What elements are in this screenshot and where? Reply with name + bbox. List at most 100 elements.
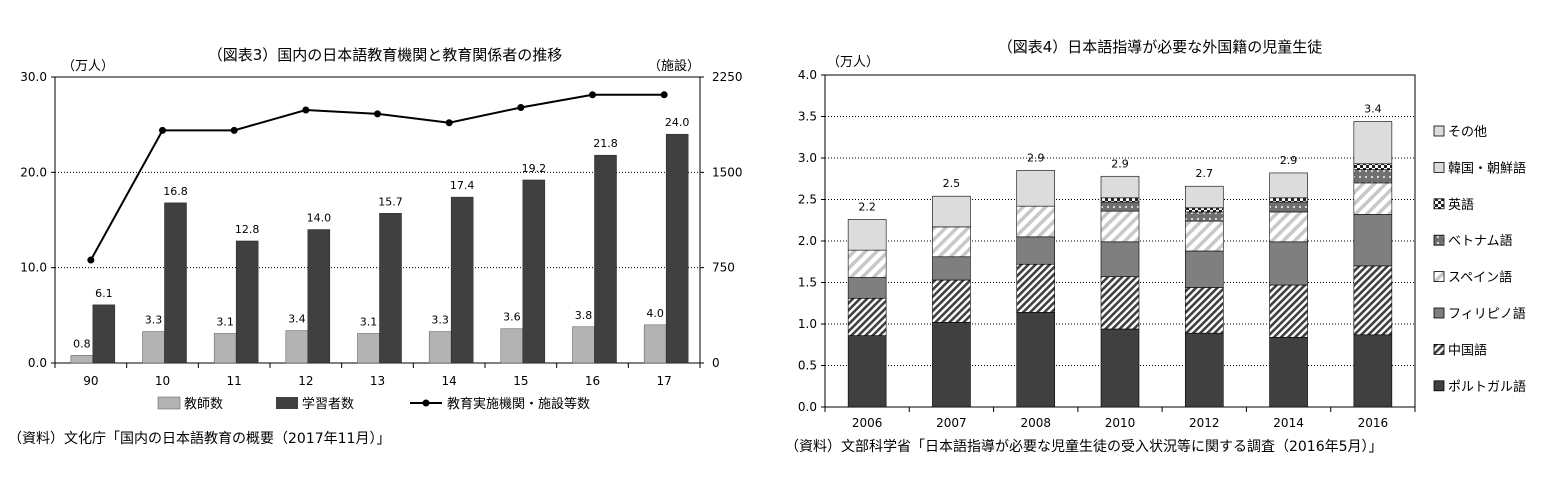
- legend-swatch-teachers: [157, 396, 181, 410]
- bar-segment: [1269, 211, 1308, 243]
- bar-learners: [665, 133, 689, 364]
- data-label-teachers: 3.8: [575, 309, 593, 322]
- bar-teachers: [357, 333, 380, 364]
- data-label-learners: 6.1: [95, 287, 113, 300]
- bar-segment: [932, 279, 971, 323]
- x-tick-label: 2010: [1105, 416, 1136, 430]
- y-right-tick-label: 2250: [712, 70, 743, 84]
- bar-segment: [1353, 214, 1393, 267]
- bar-segment: [1353, 121, 1393, 165]
- line-point-institutions: [374, 110, 381, 118]
- y-tick-label: 4.0: [798, 68, 817, 82]
- source-note: （資料）文部科学省「日本語指導が必要な児童生徒の受入状況等に関する調査（2016…: [785, 439, 1383, 455]
- line-point-institutions: [230, 126, 238, 134]
- bar-segment: [1269, 336, 1308, 408]
- bar-learners: [379, 213, 402, 364]
- legend-label-teachers: 教師数: [184, 396, 223, 412]
- total-label: 2.9: [1111, 157, 1129, 170]
- legend-swatch: [1433, 271, 1445, 283]
- line-point-institutions: [87, 256, 95, 264]
- legend-label: フィリピノ語: [1448, 306, 1526, 322]
- bar-segment: [932, 195, 971, 228]
- bar-segment: [1184, 287, 1224, 334]
- bar-teachers: [213, 333, 237, 364]
- bar-teachers: [500, 328, 524, 364]
- bar-segment: [1100, 276, 1140, 330]
- bar-learners: [450, 196, 474, 364]
- y-right-tick-label: 1500: [712, 165, 743, 179]
- bar-segment: [1100, 175, 1140, 199]
- y-tick-label: 1.5: [798, 276, 817, 290]
- total-label: 2.7: [1196, 167, 1214, 180]
- bar-segment: [1016, 205, 1056, 238]
- bar-segment: [1269, 284, 1308, 338]
- total-label: 2.9: [1280, 154, 1298, 167]
- line-point-institutions: [302, 106, 310, 114]
- bar-teachers: [643, 324, 667, 364]
- bar-segment: [1100, 210, 1140, 243]
- legend-marker-institutions: [422, 399, 430, 407]
- x-tick-label: 2008: [1020, 416, 1051, 430]
- y-tick-label: 3.5: [798, 110, 817, 124]
- data-label-teachers: 3.3: [145, 314, 163, 327]
- line-point-institutions: [589, 91, 596, 99]
- bar-learners: [307, 229, 331, 364]
- data-label-learners: 14.0: [307, 212, 332, 225]
- y-left-tick-label: 20.0: [20, 165, 47, 179]
- x-tick-label: 16: [585, 374, 600, 388]
- bar-teachers: [142, 331, 165, 364]
- source-note: （資料）文化庁「国内の日本語教育の概要（2017年11月）」: [8, 431, 391, 447]
- y-tick-label: 0.5: [798, 359, 817, 373]
- x-tick-label: 10: [155, 374, 170, 388]
- y-right-tick-label: 750: [712, 261, 735, 275]
- data-label-teachers: 3.3: [431, 314, 449, 327]
- legend-swatch: [1433, 198, 1445, 210]
- legend-swatch: [1433, 234, 1445, 246]
- legend-label: ポルトガル語: [1448, 379, 1526, 395]
- bar-segment: [1100, 201, 1140, 212]
- line-point-institutions: [159, 126, 166, 134]
- legend-label: 中国語: [1448, 342, 1487, 358]
- line-point-institutions: [445, 119, 453, 127]
- bar-line-chart: （図表3）国内の日本語教育機関と教育関係者の推移 （万人） （施設） 0.0 10.0 2…: [20, 46, 743, 412]
- legend-swatch: [1433, 161, 1445, 173]
- x-tick-label: 2014: [1273, 416, 1304, 430]
- bar-segment: [847, 219, 887, 251]
- bar-learners: [235, 240, 259, 364]
- legend-label: 韓国・朝鮮語: [1448, 160, 1526, 176]
- bar-segment: [1353, 182, 1393, 215]
- bar-segment: [1100, 328, 1140, 408]
- chart-title: （図表3）国内の日本語教育機関と教育関係者の推移: [208, 46, 563, 64]
- bar-segment: [1353, 169, 1393, 184]
- legend-swatch: [1433, 307, 1445, 319]
- y-tick-label: 0.0: [798, 400, 817, 414]
- legend-label: ベトナム語: [1448, 233, 1513, 249]
- bar-teachers: [572, 326, 595, 364]
- bar-segment: [1353, 334, 1393, 408]
- bar-segment: [1269, 201, 1308, 213]
- legend-label-institutions: 教育実施機関・施設等数: [447, 396, 590, 412]
- bar-segment: [1184, 220, 1224, 252]
- x-tick-label: 90: [83, 374, 98, 388]
- y-right-tick-label: 0: [712, 356, 720, 370]
- total-label: 2.5: [943, 177, 961, 190]
- y-tick-label: 1.0: [798, 317, 817, 331]
- y-left-tick-label: 0.0: [28, 356, 47, 370]
- chart-title: （図表4）日本語指導が必要な外国籍の児童生徒: [998, 38, 1323, 56]
- bar-segment: [932, 322, 971, 408]
- bar-segment: [1184, 250, 1224, 288]
- bar-segment: [1269, 197, 1308, 203]
- x-tick-label: 2016: [1358, 416, 1389, 430]
- data-label-learners: 21.8: [593, 137, 618, 150]
- bar-learners: [92, 304, 116, 364]
- bar-segment: [1184, 211, 1224, 222]
- x-tick-label: 2006: [852, 416, 883, 430]
- chart-panel-foreign-students: （図表4）日本語指導が必要な外国籍の児童生徒 （万人） 0.0 0.5 1.0 1.5 2.…: [775, 0, 1560, 495]
- legend-label-learners: 学習者数: [302, 396, 354, 412]
- bar-segment: [1353, 163, 1393, 170]
- left-axis-unit: （万人）: [62, 59, 114, 74]
- bar-segment: [932, 226, 971, 258]
- data-label-learners: 16.8: [163, 185, 188, 198]
- x-tick-label: 13: [370, 374, 385, 388]
- bar-learners: [522, 179, 546, 364]
